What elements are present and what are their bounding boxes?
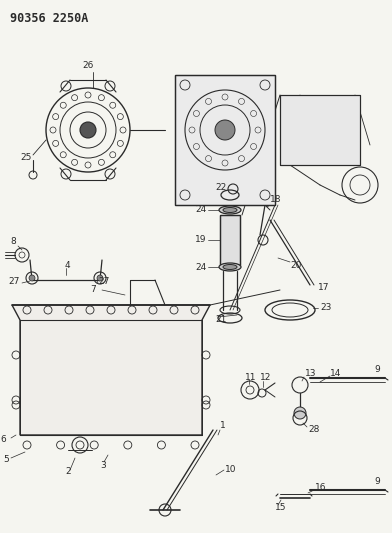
Text: 28: 28 — [308, 425, 319, 434]
Text: 25: 25 — [20, 154, 32, 163]
Text: 8: 8 — [10, 238, 16, 246]
Text: 3: 3 — [100, 461, 106, 470]
Text: 5: 5 — [3, 456, 9, 464]
Text: 7: 7 — [90, 286, 96, 295]
Text: 10: 10 — [225, 465, 236, 474]
Text: 9: 9 — [374, 366, 380, 375]
Bar — [280, 95, 360, 165]
Text: 20: 20 — [290, 261, 301, 270]
Text: 9: 9 — [374, 478, 380, 487]
Ellipse shape — [219, 263, 241, 271]
Ellipse shape — [223, 264, 237, 270]
Text: 27: 27 — [8, 278, 19, 287]
Text: 4: 4 — [65, 262, 71, 271]
Bar — [175, 75, 275, 205]
Circle shape — [29, 275, 35, 281]
Text: 90356 2250A: 90356 2250A — [10, 12, 88, 25]
Text: 23: 23 — [320, 303, 331, 312]
Text: 12: 12 — [260, 374, 271, 383]
Circle shape — [215, 120, 235, 140]
Text: 26: 26 — [82, 61, 94, 69]
Circle shape — [80, 122, 96, 138]
Bar — [220, 215, 240, 265]
Ellipse shape — [223, 207, 237, 213]
Text: 17: 17 — [318, 284, 330, 293]
Text: 15: 15 — [275, 503, 287, 512]
Polygon shape — [12, 305, 210, 435]
Text: 24: 24 — [195, 262, 206, 271]
Bar — [280, 95, 360, 165]
Bar — [220, 215, 240, 265]
Text: 13: 13 — [305, 369, 316, 378]
Text: 2: 2 — [65, 467, 71, 477]
Text: 16: 16 — [315, 483, 327, 492]
Text: 21: 21 — [215, 316, 226, 325]
Text: 6: 6 — [0, 435, 6, 445]
Circle shape — [294, 407, 306, 419]
Circle shape — [97, 275, 103, 281]
Text: 24: 24 — [195, 206, 206, 214]
Text: 22: 22 — [215, 182, 226, 191]
Bar — [175, 75, 275, 205]
Ellipse shape — [219, 206, 241, 214]
Text: 1: 1 — [220, 421, 226, 430]
Text: 19: 19 — [195, 236, 207, 245]
Text: 14: 14 — [330, 369, 341, 378]
Text: 27: 27 — [98, 278, 109, 287]
Text: 18: 18 — [270, 196, 281, 205]
Text: 11: 11 — [245, 373, 256, 382]
